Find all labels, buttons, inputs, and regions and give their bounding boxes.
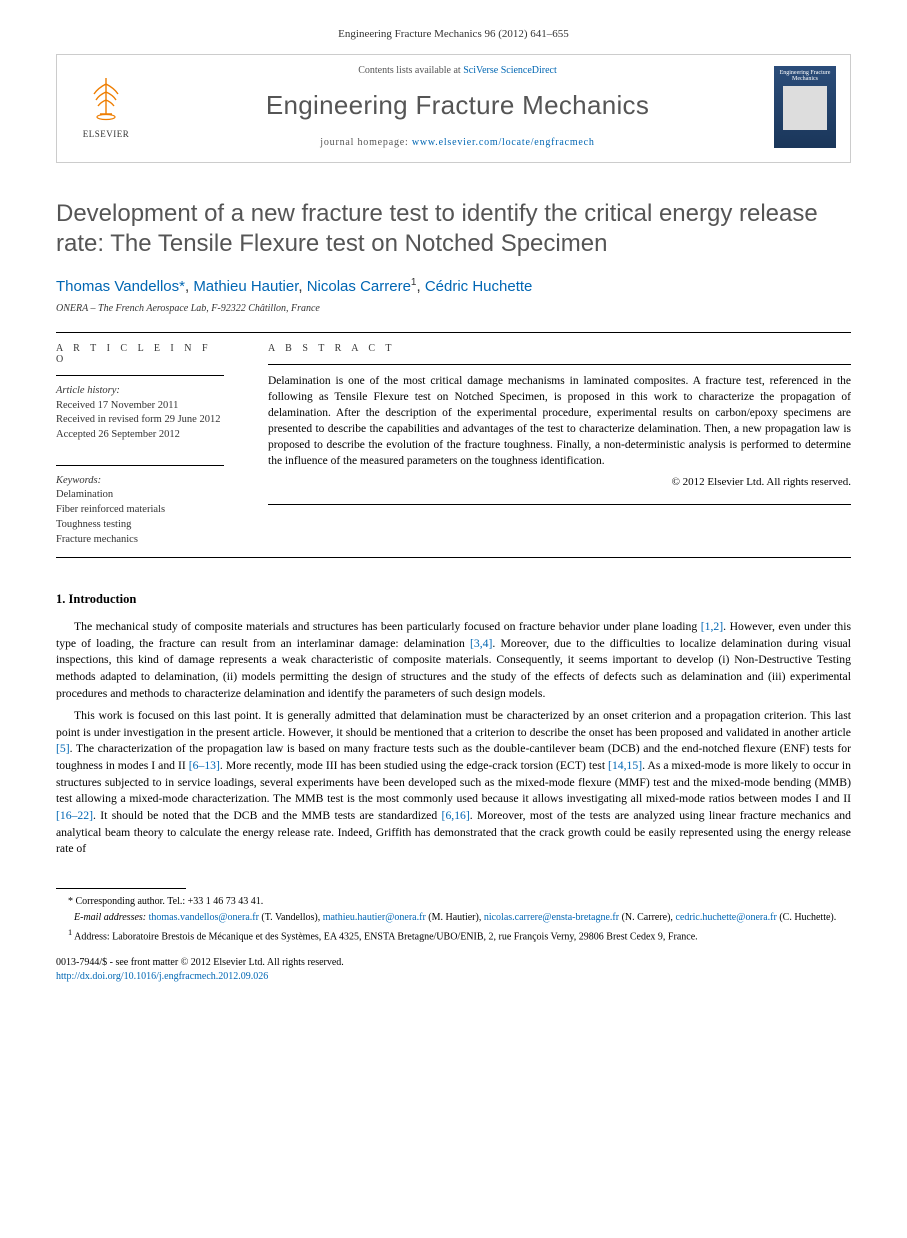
journal-name: Engineering Fracture Mechanics	[141, 90, 774, 121]
received-date: Received 17 November 2011	[56, 399, 224, 414]
keyword: Delamination	[56, 488, 224, 503]
email-who: (T. Vandellos),	[259, 912, 323, 923]
doi-block: 0013-7944/$ - see front matter © 2012 El…	[56, 956, 851, 984]
keyword: Fiber reinforced materials	[56, 503, 224, 518]
divider	[56, 557, 851, 558]
sciencedirect-link[interactable]: SciVerse ScienceDirect	[463, 65, 557, 76]
copyright: © 2012 Elsevier Ltd. All rights reserved…	[268, 476, 851, 488]
contents-prefix: Contents lists available at	[358, 65, 463, 76]
citation-link[interactable]: [6–13]	[189, 759, 220, 772]
divider	[56, 465, 224, 466]
email-link[interactable]: cedric.huchette@onera.fr	[675, 912, 776, 923]
homepage-prefix: journal homepage:	[320, 137, 412, 148]
footnote-rule	[56, 888, 186, 889]
homepage-line: journal homepage: www.elsevier.com/locat…	[141, 137, 774, 148]
corresponding-author-footnote: * Corresponding author. Tel.: +33 1 46 7…	[56, 895, 851, 909]
history-label: Article history:	[56, 384, 224, 399]
authors-line: Thomas Vandellos*, Mathieu Hautier, Nico…	[56, 277, 851, 295]
email-link[interactable]: nicolas.carrere@ensta-bretagne.fr	[484, 912, 619, 923]
email-who: (M. Hautier),	[426, 912, 484, 923]
article-history: Article history: Received 17 November 20…	[56, 384, 224, 443]
homepage-link[interactable]: www.elsevier.com/locate/engfracmech	[412, 137, 595, 148]
intro-para-1: The mechanical study of composite materi…	[56, 619, 851, 702]
keyword: Toughness testing	[56, 518, 224, 533]
front-matter-line: 0013-7944/$ - see front matter © 2012 El…	[56, 956, 851, 970]
para-text: The mechanical study of composite materi…	[74, 620, 701, 633]
keywords-label: Keywords:	[56, 474, 224, 489]
journal-cover-thumbnail: Engineering Fracture Mechanics	[774, 66, 836, 148]
para-text: . More recently, mode III has been studi…	[220, 759, 608, 772]
doi-link[interactable]: http://dx.doi.org/10.1016/j.engfracmech.…	[56, 971, 268, 982]
para-text: . It should be noted that the DCB and th…	[93, 809, 442, 822]
author-link-3[interactable]: Nicolas Carrere	[307, 278, 411, 295]
keyword: Fracture mechanics	[56, 533, 224, 548]
author-link-4[interactable]: Cédric Huchette	[425, 278, 533, 295]
journal-header-box: ELSEVIER Contents lists available at Sci…	[56, 54, 851, 163]
divider	[268, 504, 851, 505]
emails-label: E-mail addresses:	[74, 912, 149, 923]
article-info-label: A R T I C L E I N F O	[56, 343, 224, 365]
elsevier-label: ELSEVIER	[83, 129, 130, 139]
email-link[interactable]: thomas.vandellos@onera.fr	[149, 912, 259, 923]
affiliation: ONERA – The French Aerospace Lab, F-9232…	[56, 303, 851, 314]
intro-para-2: This work is focused on this last point.…	[56, 708, 851, 857]
email-who: (C. Huchette).	[777, 912, 836, 923]
abstract-label: A B S T R A C T	[268, 343, 851, 354]
revised-date: Received in revised form 29 June 2012	[56, 413, 224, 428]
citation-link[interactable]: [1,2]	[701, 620, 723, 633]
bibliographic-reference: Engineering Fracture Mechanics 96 (2012)…	[0, 0, 907, 54]
abstract-text: Delamination is one of the most critical…	[268, 373, 851, 470]
article-title: Development of a new fracture test to id…	[56, 199, 851, 259]
author-link-1[interactable]: Thomas Vandellos	[56, 278, 179, 295]
accepted-date: Accepted 26 September 2012	[56, 428, 224, 443]
email-who: (N. Carrere),	[619, 912, 675, 923]
abstract-column: A B S T R A C T Delamination is one of t…	[246, 333, 851, 557]
keywords-block: Keywords: Delamination Fiber reinforced …	[56, 474, 224, 547]
elsevier-logo: ELSEVIER	[71, 68, 141, 146]
contents-line: Contents lists available at SciVerse Sci…	[141, 65, 774, 76]
author-sep: ,	[416, 278, 424, 295]
para-text: This work is focused on this last point.…	[56, 709, 851, 739]
divider	[56, 375, 224, 376]
section-heading-intro: 1. Introduction	[56, 592, 851, 607]
email-link[interactable]: mathieu.hautier@onera.fr	[323, 912, 426, 923]
info-abstract-row: A R T I C L E I N F O Article history: R…	[56, 333, 851, 557]
citation-link[interactable]: [16–22]	[56, 809, 93, 822]
header-center: Contents lists available at SciVerse Sci…	[141, 65, 774, 148]
address-text: Address: Laboratoire Brestois de Mécaniq…	[72, 931, 697, 942]
divider	[268, 364, 851, 365]
address-footnote: 1 Address: Laboratoire Brestois de Mécan…	[56, 927, 851, 944]
citation-link[interactable]: [6,16]	[442, 809, 470, 822]
cover-title: Engineering Fracture Mechanics	[778, 70, 832, 83]
article-info-column: A R T I C L E I N F O Article history: R…	[56, 333, 246, 557]
author-sep: ,	[298, 278, 306, 295]
cover-image-placeholder	[783, 86, 827, 130]
citation-link[interactable]: [14,15]	[608, 759, 642, 772]
author-link-2[interactable]: Mathieu Hautier	[193, 278, 298, 295]
emails-footnote: E-mail addresses: thomas.vandellos@onera…	[56, 911, 851, 925]
elsevier-tree-icon	[84, 74, 128, 127]
citation-link[interactable]: [3,4]	[470, 637, 492, 650]
citation-link[interactable]: [5]	[56, 742, 70, 755]
